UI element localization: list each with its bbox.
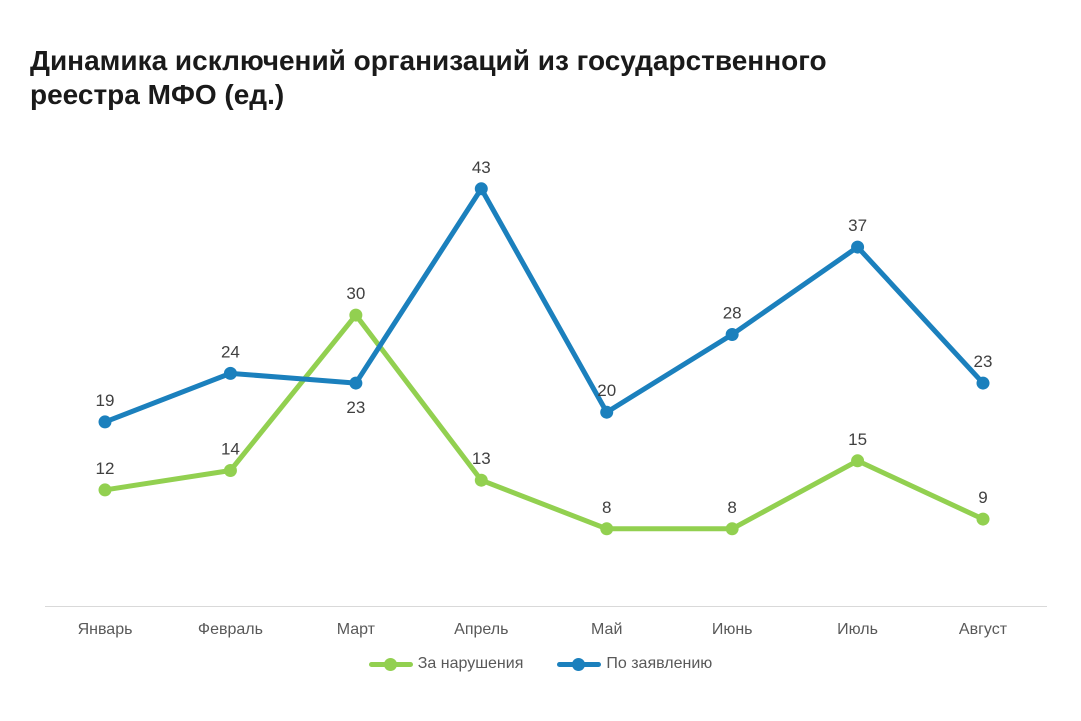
data-point (223, 463, 237, 477)
data-point (976, 512, 990, 526)
value-label: 19 (96, 391, 115, 410)
data-point (976, 376, 990, 390)
data-point (725, 327, 739, 341)
series-line (102, 312, 986, 532)
legend-label: По заявлению (606, 655, 713, 672)
legend-item: По заявлению (557, 655, 712, 673)
data-point (98, 483, 112, 497)
x-axis-label: Май (591, 621, 622, 638)
value-label: 24 (221, 342, 240, 361)
x-axis-label: Июль (837, 621, 878, 638)
x-axis-label: Январь (78, 621, 133, 638)
data-point (474, 182, 488, 196)
x-axis-label: Июнь (712, 621, 753, 638)
value-label: 8 (727, 498, 736, 517)
data-point (349, 376, 363, 390)
data-point (98, 415, 112, 429)
legend-dot-icon (572, 657, 586, 671)
value-label: 14 (221, 439, 240, 458)
value-label: 15 (848, 430, 867, 449)
data-point (851, 454, 865, 468)
data-point (474, 473, 488, 487)
value-label: 9 (978, 488, 987, 507)
data-point (725, 522, 739, 536)
value-label: 30 (346, 284, 365, 303)
x-axis-label: Апрель (454, 621, 508, 638)
value-label: 13 (472, 449, 491, 468)
series-line (102, 186, 986, 425)
value-label: 8 (602, 498, 611, 517)
value-label: 37 (848, 216, 867, 235)
value-label: 12 (96, 459, 115, 478)
chart-title: Динамика исключений организаций из госуд… (30, 45, 827, 110)
value-label: 28 (723, 303, 742, 322)
legend-label: За нарушения (417, 655, 524, 672)
value-label: 20 (597, 381, 616, 400)
value-label: 23 (346, 398, 365, 417)
chart-legend: За нарушения По заявлению (0, 655, 1081, 673)
data-point (600, 522, 614, 536)
data-point (600, 405, 614, 419)
legend-marker-icon (368, 657, 413, 672)
data-point (223, 366, 237, 380)
x-axis-label: Февраль (198, 621, 263, 638)
legend-marker-icon (557, 657, 602, 672)
legend-item: За нарушения (368, 655, 524, 673)
data-point (851, 240, 865, 254)
value-label: 23 (974, 352, 993, 371)
data-point (349, 308, 363, 322)
legend-dot-icon (383, 657, 397, 671)
x-axis-label: Март (337, 621, 376, 638)
x-axis-label: Август (959, 621, 1008, 638)
value-label: 43 (472, 158, 491, 177)
